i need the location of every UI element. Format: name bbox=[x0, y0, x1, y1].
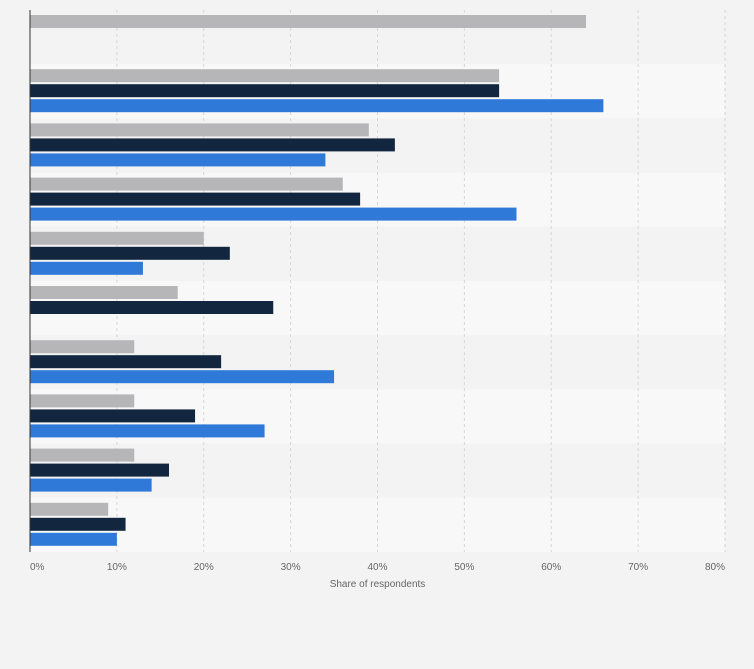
bar bbox=[30, 123, 369, 137]
bar bbox=[30, 177, 343, 191]
bar bbox=[30, 261, 143, 275]
x-tick-label: 70% bbox=[628, 562, 648, 573]
bar bbox=[30, 192, 361, 206]
x-tick-label: 10% bbox=[107, 562, 127, 573]
bar bbox=[30, 246, 230, 260]
bar bbox=[30, 424, 265, 438]
bar bbox=[30, 355, 222, 369]
x-tick-label: 30% bbox=[281, 562, 301, 573]
row-band bbox=[30, 497, 725, 552]
bar bbox=[30, 99, 604, 113]
bar bbox=[30, 301, 274, 314]
bar bbox=[30, 153, 326, 167]
bar bbox=[30, 207, 517, 221]
bar bbox=[30, 478, 152, 492]
x-tick-label: 0% bbox=[30, 562, 45, 573]
bar bbox=[30, 15, 586, 28]
x-tick-label: 60% bbox=[541, 562, 561, 573]
bar bbox=[30, 502, 109, 516]
bar bbox=[30, 231, 204, 245]
bar bbox=[30, 69, 500, 83]
bar bbox=[30, 84, 500, 98]
bar bbox=[30, 463, 169, 477]
bar bbox=[30, 532, 117, 546]
x-tick-labels: 0% 10% 20% 30% 40% 50% 60% 70% 80% bbox=[30, 562, 725, 573]
bar bbox=[30, 409, 196, 423]
bar bbox=[30, 286, 178, 299]
bars bbox=[30, 15, 604, 546]
x-axis-title: Share of respondents bbox=[330, 579, 426, 590]
bar bbox=[30, 394, 135, 408]
x-tick-label: 40% bbox=[367, 562, 387, 573]
x-tick-label: 20% bbox=[194, 562, 214, 573]
bar bbox=[30, 370, 335, 384]
bar bbox=[30, 517, 126, 531]
bar bbox=[30, 448, 135, 462]
bar bbox=[30, 138, 395, 152]
x-tick-label: 50% bbox=[454, 562, 474, 573]
x-tick-label: 80% bbox=[705, 562, 725, 573]
bar bbox=[30, 340, 135, 354]
